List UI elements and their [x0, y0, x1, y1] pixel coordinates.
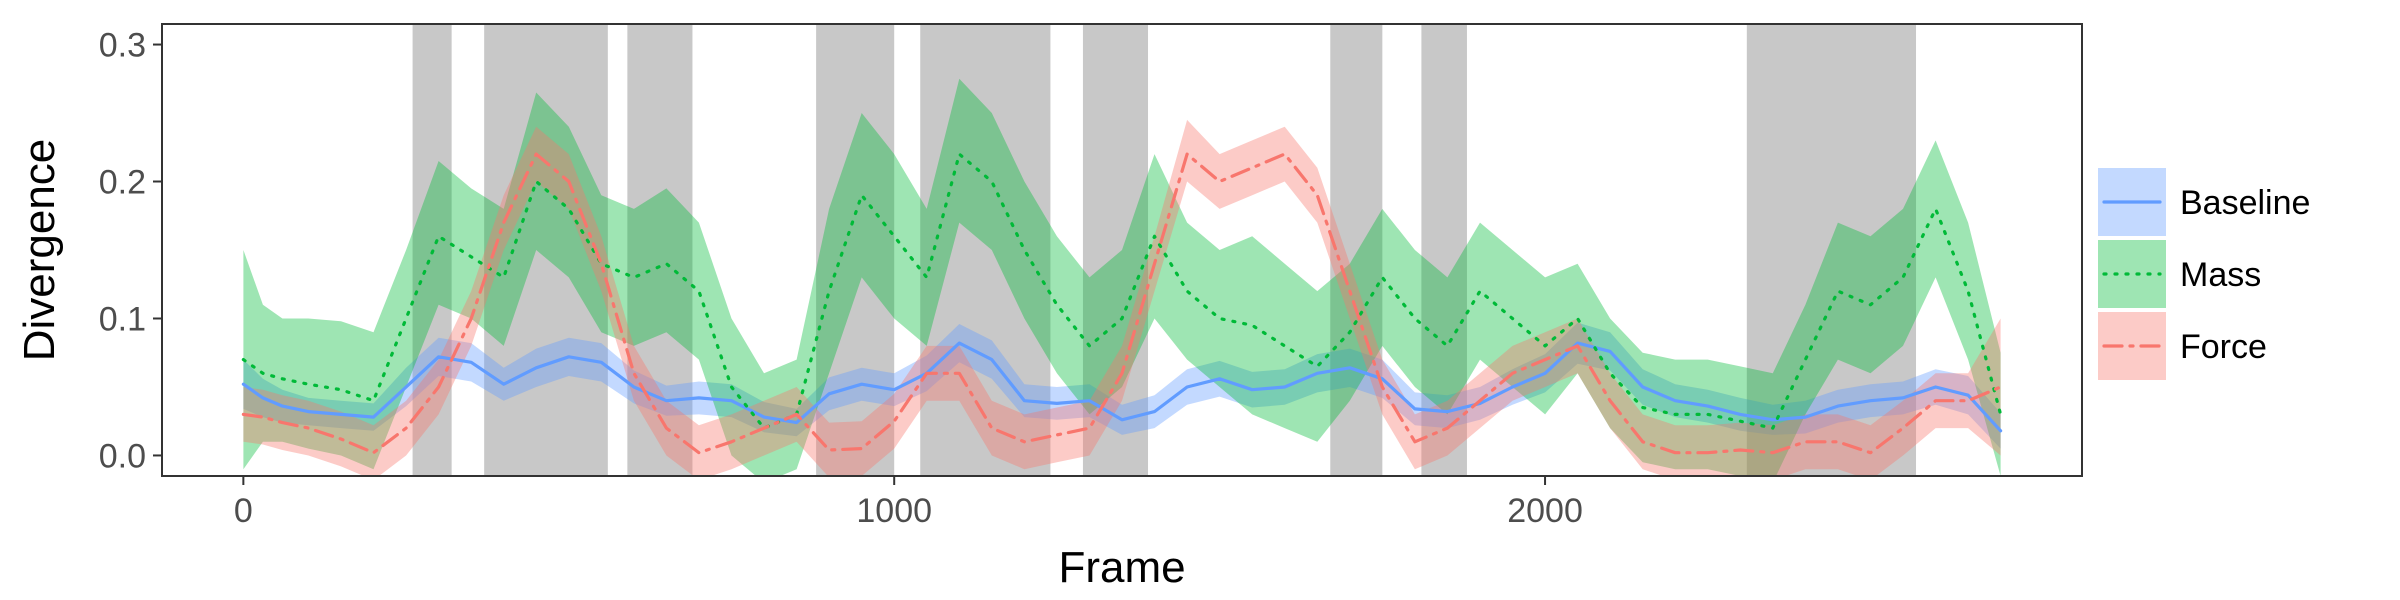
legend-item-baseline: Baseline [2098, 168, 2310, 236]
shaded-region-7 [1330, 24, 1383, 476]
legend-label-baseline: Baseline [2180, 184, 2310, 222]
plot-border [161, 23, 2083, 477]
legend-item-mass: Mass [2098, 240, 2261, 308]
shaded-region-6 [1082, 24, 1149, 476]
y-tick-label: 0.0 [99, 437, 146, 475]
force-line [241, 152, 2003, 455]
legend-item-force: Force [2098, 312, 2267, 380]
x-tick-label: 2000 [1507, 492, 1583, 530]
x-tick-label: 1000 [856, 492, 932, 530]
legend-label-force: Force [2180, 328, 2267, 366]
shaded-region-8 [1421, 24, 1467, 476]
mass-band [243, 78, 2001, 476]
axes: 0 1000 2000 0.0 0.1 0.2 0.3 [99, 27, 1583, 530]
shaded-region-4 [816, 24, 895, 476]
shaded-region-2 [484, 24, 608, 476]
series-lines [241, 152, 2003, 455]
y-axis-title: Divergence [15, 139, 64, 362]
legend-key-mass [2098, 240, 2166, 308]
y-tick-label: 0.3 [99, 27, 146, 65]
mass-line [241, 152, 2003, 430]
y-tick-label: 0.1 [99, 300, 146, 338]
x-tick-label: 0 [234, 492, 253, 530]
shaded-regions [412, 24, 1917, 476]
legend-label-mass: Mass [2180, 256, 2261, 294]
baseline-band [243, 322, 2001, 449]
x-axis-title: Frame [1058, 543, 1185, 592]
legend: Baseline Mass Force [2098, 168, 2310, 380]
y-tick-label: 0.2 [99, 164, 146, 202]
baseline-line [241, 341, 2003, 433]
